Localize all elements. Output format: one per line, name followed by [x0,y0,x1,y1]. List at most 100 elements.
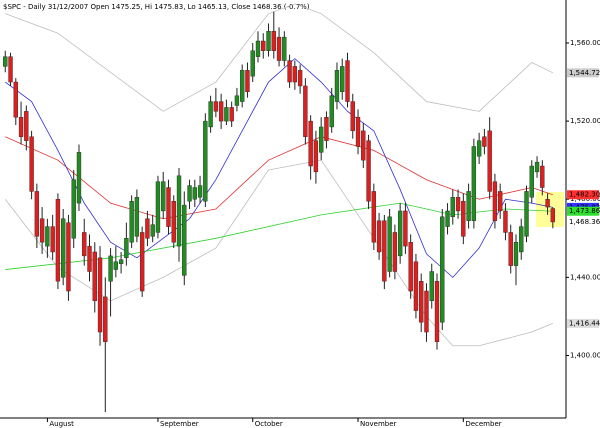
candle-body [92,251,97,302]
candle-body [308,120,313,167]
x-tick-label: October [255,420,283,428]
highlight-box [536,192,564,227]
price-badge [567,318,599,328]
candle-body [250,50,255,77]
candle-body [387,216,392,272]
x-tick-label: September [160,420,199,428]
candle-body [345,60,350,102]
candle-body [313,140,319,173]
candle-body [371,191,376,243]
candle-body [513,242,519,266]
candle-body [182,204,187,276]
price-badge [567,217,599,227]
candle-body [408,242,413,292]
candle-body [303,85,308,137]
candle-body [429,271,434,302]
candle-body [24,111,29,141]
candle-body [87,245,92,272]
candle-body [324,116,329,141]
candle-body [161,181,166,212]
price-badge [567,190,599,200]
candle-body [261,40,266,51]
candle-body [397,210,403,257]
candle-body [118,259,124,264]
price-badge-label: 1,416.44 [569,319,600,327]
price-badge [567,68,599,78]
candle-body [187,185,192,202]
candle-body [134,197,140,237]
candle-body [529,165,534,198]
candle-body [129,200,134,243]
y-tick-label: 1,400.00 [570,351,600,359]
price-badge-label: 1,468.36 [569,218,600,226]
candle-body [124,238,129,259]
candle-body [34,191,40,237]
candle-body [382,220,387,282]
y-tick-label: 1,520.00 [570,117,600,125]
candle-body [71,179,76,239]
candle-body [434,281,440,343]
candle-body [103,296,108,343]
candle-body [208,101,213,128]
candle-body [366,140,371,202]
indicator-line [5,58,553,278]
x-tick-label: November [360,420,397,428]
candle-body [171,200,176,243]
candle-body [350,101,355,132]
candle-body [498,191,503,212]
candle-body [266,31,271,51]
candle-body [113,261,119,270]
candle-body [524,191,529,237]
candle-body [329,95,334,128]
candle-body [340,66,345,93]
candle-body [450,197,455,218]
candle-body [3,56,8,67]
price-badge-label: 1,482.30 [569,191,600,199]
candle-body [45,226,50,247]
candle-body [97,257,103,333]
candle-body [213,101,219,112]
candle-body [355,116,361,147]
candle-body [403,210,408,247]
indicator-line [5,3,554,112]
candle-body [534,161,540,173]
y-tick-label: 1,440.00 [570,273,600,281]
x-tick-label: August [49,420,74,428]
candle-body [445,210,450,227]
candle-body [487,130,492,192]
y-tick-label: 1,560.00 [570,39,600,47]
candle-body [203,120,208,202]
candle-body [276,36,282,61]
candle-body [166,187,171,227]
candle-body [197,185,203,198]
price-badge-label: 1,544.72 [569,69,600,77]
candle-body [66,222,71,292]
candle-body [471,146,477,221]
candle-body [255,40,261,57]
candle-body [108,255,113,282]
candle-body [455,197,461,212]
candle-body [519,226,524,253]
candle-body [392,232,398,272]
candle-body [297,70,303,87]
price-badge-label: 1,473.86 [569,207,600,215]
candle-body [245,70,250,93]
candle-body [150,224,155,237]
candle-body [155,181,161,233]
candle-body [229,107,234,122]
candle-body [550,208,556,223]
candle-body [461,200,466,237]
candle-body [61,218,66,278]
candle-body [508,232,513,266]
chart-title: $SPC - Daily 31/12/2007 Open 1475.25, Hi… [3,3,310,11]
candle-body [76,152,82,204]
candle-body [139,232,145,292]
candle-body [224,107,229,122]
candle-body [476,140,482,157]
candle-body [287,60,292,83]
candle-body [18,116,24,137]
candle-body [492,181,498,221]
price-badge [567,206,599,216]
